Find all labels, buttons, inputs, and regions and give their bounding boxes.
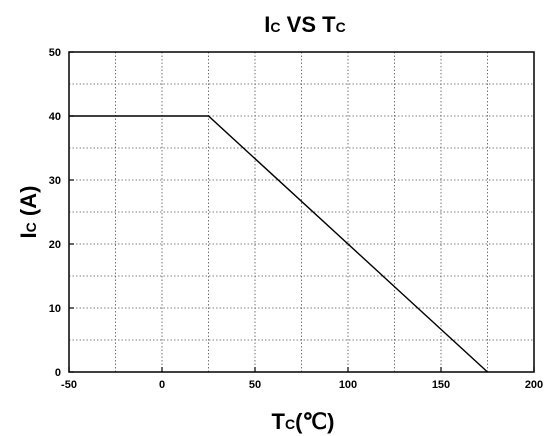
chart-title: IC VS TC — [264, 12, 345, 37]
y-axis-label: IC (A) — [16, 186, 41, 239]
chart-title-i: I — [264, 12, 270, 37]
chart-title-vs-t: VS T — [281, 12, 337, 37]
plot-frame — [68, 51, 535, 373]
x-axis-label-sub-c: C — [285, 416, 295, 432]
x-axis-label: TC(℃) — [272, 409, 335, 434]
series-group — [69, 115, 488, 373]
chart-title-sub-c2: C — [336, 19, 346, 35]
grid-lines — [69, 52, 534, 372]
x-tick-label: -50 — [61, 379, 77, 391]
x-tick-label: 100 — [339, 379, 357, 391]
y-axis-label-unit: (A) — [16, 186, 41, 223]
x-tick-label: 0 — [159, 379, 165, 391]
y-tick-label: 30 — [49, 175, 61, 187]
x-tick-label: 50 — [249, 379, 261, 391]
y-tick-label: 10 — [49, 303, 61, 315]
y-tick-label: 50 — [49, 47, 61, 59]
chart-title-sub-c: C — [270, 19, 280, 35]
y-tick-label: 20 — [49, 239, 61, 251]
y-tick-label: 0 — [55, 367, 61, 379]
x-tick-label: 200 — [525, 379, 543, 391]
x-tick-label: 150 — [432, 379, 450, 391]
x-axis-label-unit: (℃) — [295, 409, 334, 434]
y-tick-label: 40 — [49, 111, 61, 123]
y-axis-label-sub-c: C — [23, 222, 39, 232]
y-axis-label-i: I — [16, 232, 41, 238]
x-axis-label-t: T — [272, 409, 286, 434]
series-line — [69, 115, 488, 373]
